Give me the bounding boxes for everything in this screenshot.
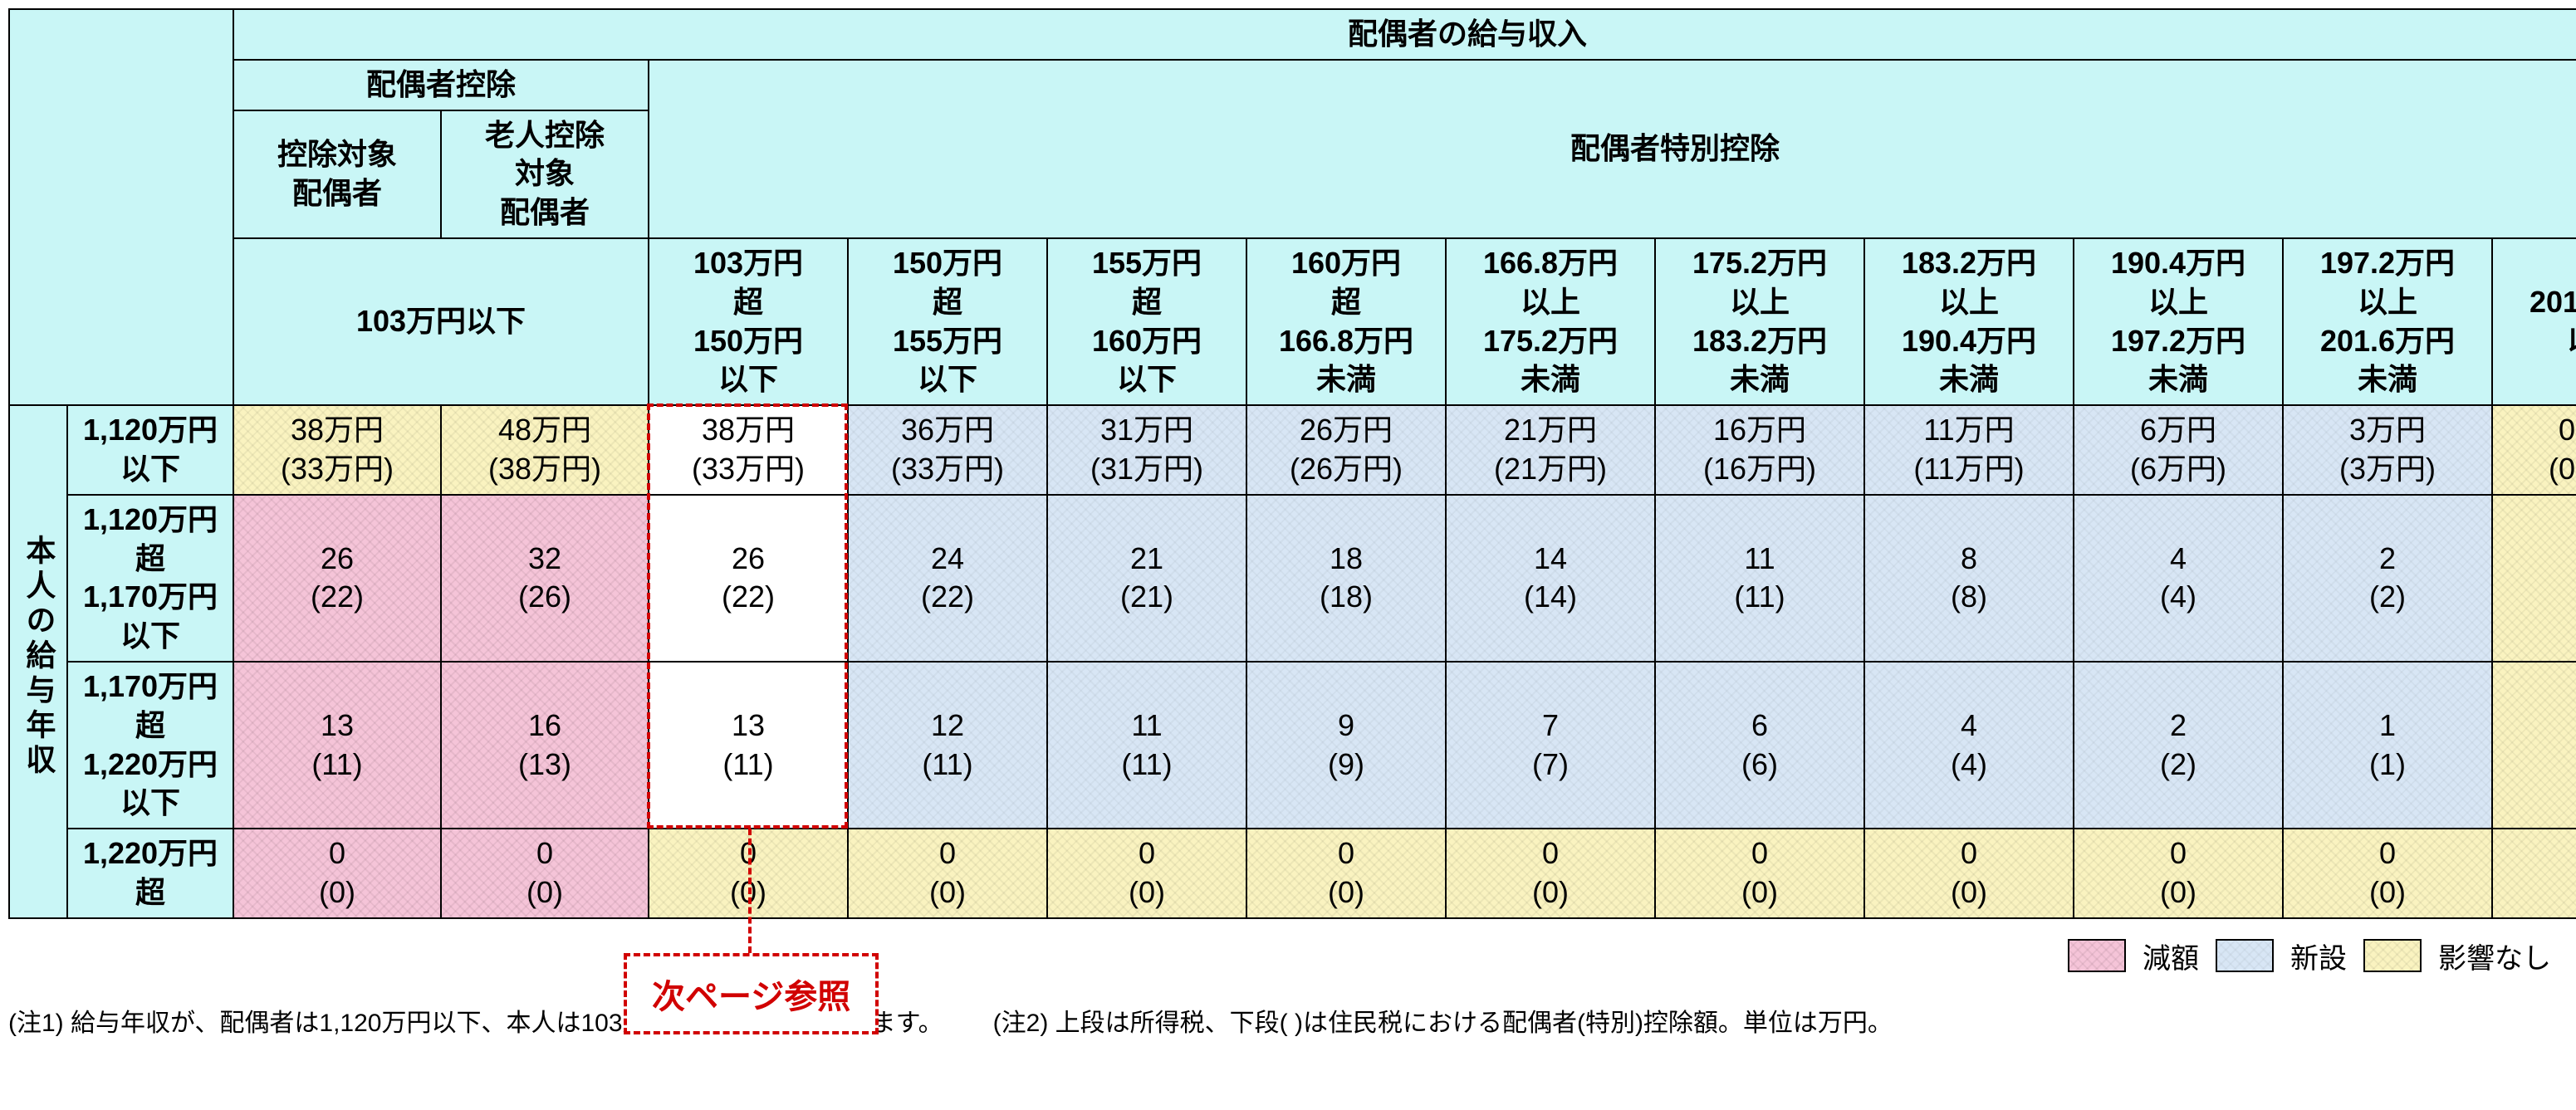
data-cell: 0(0) <box>1446 829 1655 918</box>
footnotes: (注1) 給与年収が、配偶者は1,120万円以下、本人は103万円以下で試算して… <box>8 1002 1893 1039</box>
highlight-connector <box>748 829 752 953</box>
data-cell: 0(0) <box>2492 495 2576 662</box>
row-label: 1,220万円超 <box>67 829 233 918</box>
header-range-1: 150万円超155万円以下 <box>848 238 1047 405</box>
data-cell: 26万円(26万円) <box>1246 405 1446 495</box>
data-cell: 38万円(33万円) <box>649 405 848 495</box>
header-range-9: 201.6万円以上 <box>2492 238 2576 405</box>
table-row: 1,220万円超0(0)0(0)0(0)0(0)0(0)0(0)0(0)0(0)… <box>9 829 2576 918</box>
data-cell: 14(14) <box>1446 495 1655 662</box>
legend-swatch <box>2216 939 2274 972</box>
legend-swatch <box>2068 939 2126 972</box>
row-label: 1,120万円超1,170万円以下 <box>67 495 233 662</box>
data-cell: 12(11) <box>848 662 1047 829</box>
data-cell: 11(11) <box>1047 662 1246 829</box>
data-cell: 8(8) <box>1864 495 2074 662</box>
header-range-4: 166.8万円以上175.2万円未満 <box>1446 238 1655 405</box>
data-cell: 21(21) <box>1047 495 1246 662</box>
data-cell: 31万円(31万円) <box>1047 405 1246 495</box>
header-old-target-spouse: 老人控除対象配偶者 <box>441 110 649 238</box>
header-target-spouse: 控除対象配偶者 <box>233 110 441 238</box>
row-label: 1,120万円以下 <box>67 405 233 495</box>
header-range-8: 197.2万円以上201.6万円未満 <box>2283 238 2492 405</box>
legend-label: 影響なし <box>2438 936 2551 976</box>
header-range-2: 155万円超160万円以下 <box>1047 238 1246 405</box>
data-cell: 1(1) <box>2283 662 2492 829</box>
table-row: 本人の給与年収1,120万円以下38万円(33万円)48万円(38万円)38万円… <box>9 405 2576 495</box>
header-range-7: 190.4万円以上197.2万円未満 <box>2074 238 2283 405</box>
data-cell: 32(26) <box>441 495 649 662</box>
data-cell: 0(0) <box>848 829 1047 918</box>
data-cell: 13(11) <box>649 662 848 829</box>
data-cell: 2(2) <box>2074 662 2283 829</box>
data-cell: 4(4) <box>2074 495 2283 662</box>
data-cell: 6万円(6万円) <box>2074 405 2283 495</box>
data-cell: 24(22) <box>848 495 1047 662</box>
data-cell: 7(7) <box>1446 662 1655 829</box>
header-range-3: 160万円超166.8万円未満 <box>1246 238 1446 405</box>
header-range-0: 103万円超150万円以下 <box>649 238 848 405</box>
header-spouse-income: 配偶者の給与収入 <box>233 9 2576 60</box>
data-cell: 0(0) <box>2283 829 2492 918</box>
data-cell: 48万円(38万円) <box>441 405 649 495</box>
next-page-tag: 次ページ参照 <box>624 953 879 1034</box>
deduction-table: 配偶者の給与収入 配偶者控除 配偶者特別控除 控除対象配偶者 老人控除対象配偶者… <box>8 8 2576 919</box>
data-cell: 0(0) <box>1047 829 1246 918</box>
data-cell: 18(18) <box>1246 495 1446 662</box>
data-cell: 4(4) <box>1864 662 2074 829</box>
legend-label: 新設 <box>2290 936 2347 976</box>
header-spouse-deduction: 配偶者控除 <box>233 60 649 110</box>
header-range-6: 183.2万円以上190.4万円未満 <box>1864 238 2074 405</box>
header-spouse-special-deduction: 配偶者特別控除 <box>649 60 2576 238</box>
table-row: 1,170万円超1,220万円以下13(11)16(13)13(11)12(11… <box>9 662 2576 829</box>
corner-cell <box>9 9 233 405</box>
data-cell: 6(6) <box>1655 662 1864 829</box>
data-cell: 3万円(3万円) <box>2283 405 2492 495</box>
legend: 減額 新設 影響なし <box>2068 936 2551 976</box>
data-cell: 2(2) <box>2283 495 2492 662</box>
row-label: 1,170万円超1,220万円以下 <box>67 662 233 829</box>
data-cell: 26(22) <box>233 495 441 662</box>
data-cell: 0(0) <box>1864 829 2074 918</box>
data-cell: 16万円(16万円) <box>1655 405 1864 495</box>
side-label: 本人の給与年収 <box>9 405 67 918</box>
data-cell: 0(0) <box>2492 829 2576 918</box>
legend-label: 減額 <box>2143 936 2199 976</box>
header-under-103: 103万円以下 <box>233 238 649 405</box>
data-cell: 0(0) <box>441 829 649 918</box>
data-cell: 11(11) <box>1655 495 1864 662</box>
data-cell: 0(0) <box>2492 662 2576 829</box>
data-cell: 0(0) <box>1246 829 1446 918</box>
data-cell: 0(0) <box>233 829 441 918</box>
header-range-5: 175.2万円以上183.2万円未満 <box>1655 238 1864 405</box>
data-cell: 0(0) <box>1655 829 1864 918</box>
data-cell: 13(11) <box>233 662 441 829</box>
data-cell: 11万円(11万円) <box>1864 405 2074 495</box>
footnote: (注2) 上段は所得税、下段( )は住民税における配偶者(特別)控除額。単位は万… <box>993 1002 1893 1039</box>
data-cell: 36万円(33万円) <box>848 405 1047 495</box>
legend-swatch <box>2363 939 2422 972</box>
data-cell: 21万円(21万円) <box>1446 405 1655 495</box>
data-cell: 9(9) <box>1246 662 1446 829</box>
table-row: 1,120万円超1,170万円以下26(22)32(26)26(22)24(22… <box>9 495 2576 662</box>
data-cell: 26(22) <box>649 495 848 662</box>
data-cell: 0(0) <box>2074 829 2283 918</box>
data-cell: 0万円(0万円) <box>2492 405 2576 495</box>
data-cell: 38万円(33万円) <box>233 405 441 495</box>
data-cell: 16(13) <box>441 662 649 829</box>
